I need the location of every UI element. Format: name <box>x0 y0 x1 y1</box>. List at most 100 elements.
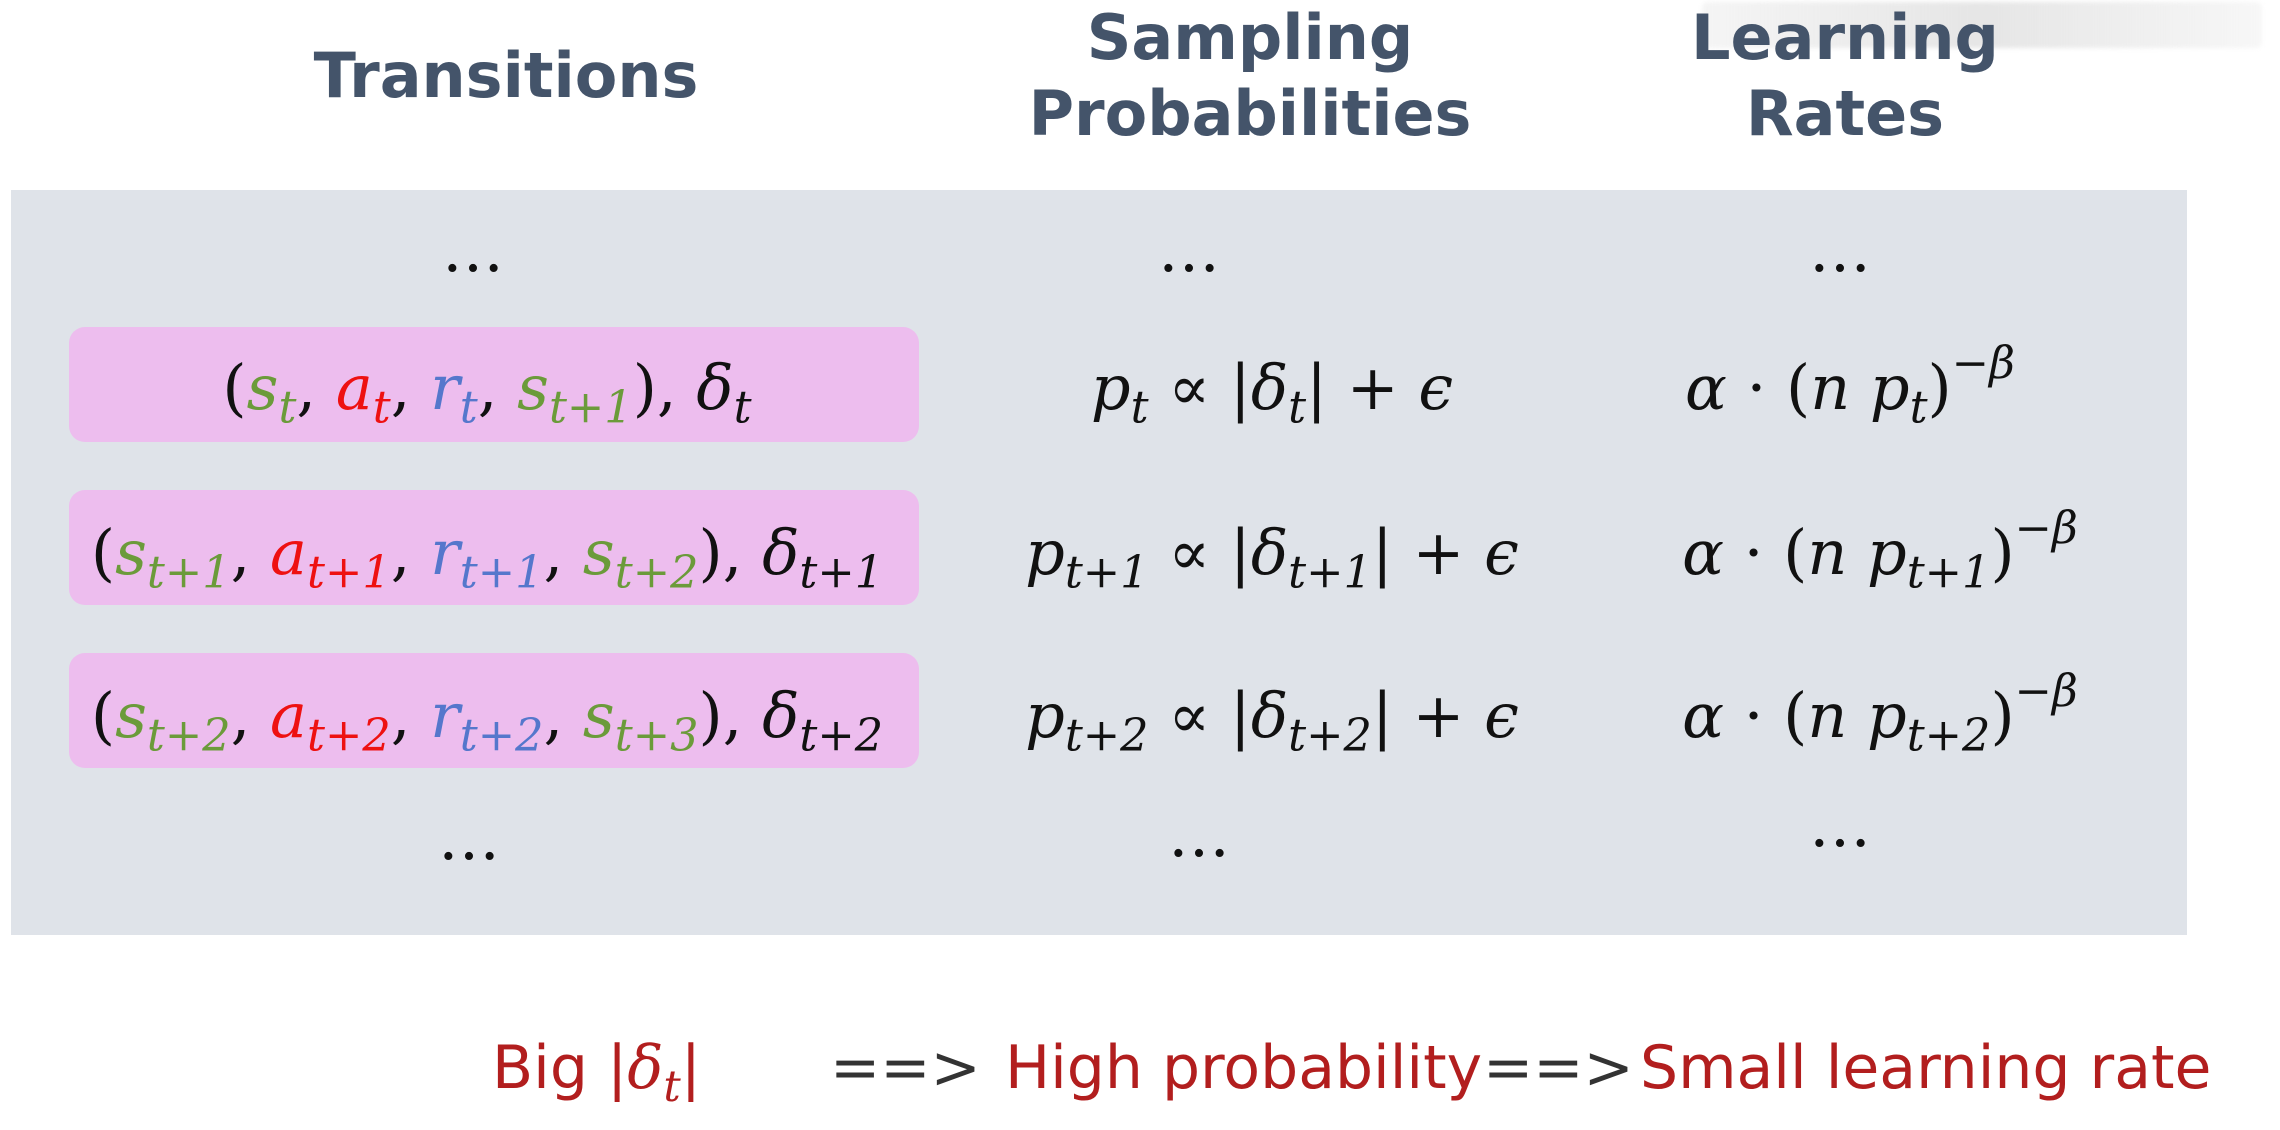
alpha-symbol: α <box>1682 516 1725 589</box>
header-transitions-line1: Transitions <box>313 39 699 112</box>
header-learning-line2: Rates <box>1745 76 1945 150</box>
epsilon-symbol: ϵ <box>1484 516 1519 589</box>
td-error-index: t+2 <box>799 709 884 762</box>
learning-rate-1: α · (n pt)−β <box>1685 336 2015 434</box>
learning-rate-3: α · (n pt+2)−β <box>1682 664 2078 762</box>
state-symbol: s <box>246 351 279 424</box>
td-error-symbol: δ <box>1250 351 1289 424</box>
header-sampling-line1: Sampling <box>1086 1 1414 74</box>
next-state-index: t+1 <box>548 381 633 434</box>
ellipsis-sampling-bottom: … <box>1168 798 1236 871</box>
proportional-symbol: ∝ <box>1168 679 1211 752</box>
td-error-symbol: δ <box>762 679 800 752</box>
state-index: t <box>278 381 297 434</box>
state-symbol: s <box>115 516 147 589</box>
prob-index: t+2 <box>1064 709 1149 762</box>
transition-tuple-3: (st+2, at+2, rt+2, st+3), δt+2 <box>90 679 884 762</box>
prob-symbol: p <box>1025 679 1065 752</box>
learning-rate-2: α · (n pt+1)−β <box>1682 501 2078 599</box>
action-symbol: a <box>270 516 308 589</box>
high-probability-label: High probability <box>1005 1033 1483 1103</box>
ellipsis-transitions-top: … <box>442 213 510 286</box>
header-sampling-probabilities: Sampling Probabilities <box>1029 0 1472 151</box>
td-error-symbol: δ <box>1250 679 1289 752</box>
cdot-symbol: · <box>1746 351 1767 424</box>
next-state-symbol: s <box>582 516 615 589</box>
epsilon-symbol: ϵ <box>1418 351 1454 424</box>
alpha-symbol: α <box>1682 679 1725 752</box>
reward-index: t+1 <box>459 546 544 599</box>
sampling-probability-2: pt+1 ∝ |δt+1| + ϵ <box>1025 516 1519 599</box>
cdot-symbol: · <box>1743 516 1764 589</box>
plus-symbol: + <box>1412 679 1465 752</box>
transition-tuple-1: (st, at, rt, st+1), δt <box>222 351 752 434</box>
next-state-symbol: s <box>582 679 615 752</box>
next-state-index: t+3 <box>614 709 699 762</box>
td-error-index: t <box>733 381 752 434</box>
delta-symbol: δ <box>627 1033 664 1103</box>
action-symbol: a <box>270 679 308 752</box>
exponent: −β <box>2014 501 2078 554</box>
prob-index: t <box>1909 381 1928 434</box>
delta-index: t <box>663 1061 681 1112</box>
n-symbol: n <box>1807 679 1848 752</box>
state-index: t+2 <box>146 709 231 762</box>
state-symbol: s <box>115 679 147 752</box>
header-learning-rates: Learning Rates <box>1691 0 1999 151</box>
prob-symbol: p <box>1090 351 1131 424</box>
big-td-error-label: Big |δt| <box>492 1033 701 1112</box>
n-symbol: n <box>1807 516 1848 589</box>
watermark <box>1702 2 2262 48</box>
action-index: t+1 <box>307 546 391 599</box>
td-error-symbol: δ <box>762 516 800 589</box>
implies-arrow-1: ==> <box>830 1033 981 1103</box>
prob-symbol: p <box>1867 516 1907 589</box>
implies-arrow-2: ==> <box>1483 1033 1634 1103</box>
exponent: −β <box>1951 336 2015 389</box>
reward-symbol: r <box>430 516 460 589</box>
transition-highlight-1 <box>69 327 919 442</box>
td-error-index: t+1 <box>799 546 884 599</box>
header-sampling-line2: Probabilities <box>1028 76 1472 150</box>
small-learning-rate-label: Small learning rate <box>1640 1033 2212 1103</box>
n-symbol: n <box>1810 351 1851 424</box>
proportional-symbol: ∝ <box>1168 351 1211 424</box>
alpha-symbol: α <box>1685 351 1727 424</box>
big-text: Big <box>492 1033 588 1103</box>
prob-symbol: p <box>1869 351 1910 424</box>
prob-symbol: p <box>1867 679 1907 752</box>
proportional-symbol: ∝ <box>1168 516 1211 589</box>
reward-index: t+2 <box>459 709 544 762</box>
td-error-index: t+2 <box>1288 709 1372 762</box>
td-error-index: t+1 <box>1288 546 1372 599</box>
transition-tuple-2: (st+1, at+1, rt+1, st+2), δt+1 <box>90 516 884 599</box>
cdot-symbol: · <box>1743 679 1764 752</box>
ellipsis-learning-top: … <box>1809 213 1877 286</box>
next-state-symbol: s <box>517 351 549 424</box>
prob-symbol: p <box>1025 516 1065 589</box>
reward-index: t <box>459 381 478 434</box>
action-index: t <box>372 381 391 434</box>
reward-symbol: r <box>430 679 460 752</box>
next-state-index: t+2 <box>614 546 699 599</box>
plus-symbol: + <box>1412 516 1465 589</box>
ellipsis-transitions-bottom: … <box>438 801 506 874</box>
prob-index: t <box>1130 381 1149 434</box>
plus-symbol: + <box>1346 351 1399 424</box>
action-symbol: a <box>335 351 373 424</box>
td-error-symbol: δ <box>1250 516 1289 589</box>
exponent: −β <box>2014 664 2078 717</box>
ellipsis-learning-bottom: … <box>1809 788 1877 861</box>
sampling-probability-3: pt+2 ∝ |δt+2| + ϵ <box>1025 679 1519 762</box>
td-error-index: t <box>1288 381 1307 434</box>
transition-highlight-2 <box>69 490 919 605</box>
header-transitions: Transitions <box>314 38 699 114</box>
transition-highlight-3 <box>69 653 919 768</box>
reward-symbol: r <box>430 351 460 424</box>
prob-index: t+2 <box>1906 709 1991 762</box>
td-error-symbol: δ <box>696 351 734 424</box>
sampling-probability-1: pt ∝ |δt| + ϵ <box>1090 351 1454 434</box>
ellipsis-sampling-top: … <box>1158 213 1226 286</box>
header-learning-line1: Learning <box>1691 1 1999 74</box>
prob-index: t+1 <box>1064 546 1149 599</box>
